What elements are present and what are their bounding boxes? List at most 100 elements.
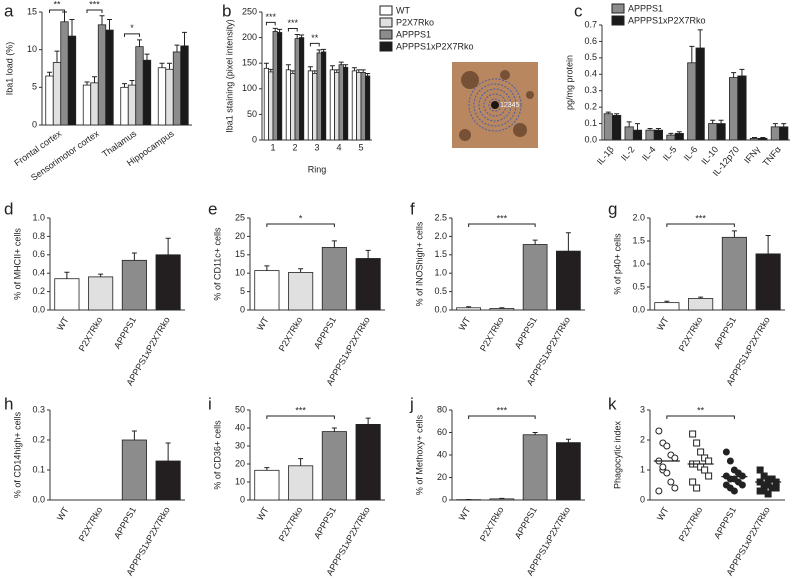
panel: g % of p40+ cells 0.0 0.5 1.0 1.5 2.0 WT P2X7Rko… [608,199,785,387]
error-bar [765,234,771,254]
legend-swatch [611,15,625,26]
y-axis-label: % of iNOShigh+ cells [414,221,424,306]
significance-label: * [299,213,303,223]
data-point [705,457,713,465]
y-tick-label: 30 [235,440,245,450]
error-bar [99,15,105,25]
bar [155,254,181,311]
x-tick-label: WT [655,505,671,523]
panel-letter: a [4,1,14,20]
data-point [738,481,746,489]
x-tick-label: APPPS1 [513,315,539,350]
y-tick-label: 250 [242,6,257,16]
bar [624,126,634,141]
legend-swatch [379,29,393,40]
y-axis-label: % of CD36+ cells [212,420,222,490]
y-tick-label: 1.0 [32,212,45,222]
significance-bracket [468,415,536,419]
bar [90,82,99,126]
y-tick-label: 0.2 [584,102,597,112]
significance-bracket [309,42,320,47]
data-point [693,484,701,492]
error-bar [294,34,300,39]
significance-bracket [266,223,335,227]
bar [334,72,340,141]
error-bar [307,66,313,71]
y-tick-label: 1.0 [434,268,447,278]
y-tick-label: 0.4 [584,69,597,79]
panel-letter: j [409,394,414,413]
error-bar [174,44,180,52]
x-tick-label: APPPS1 [312,315,338,350]
error-bar [312,70,318,74]
x-tick-label: WT [457,315,473,333]
y-tick-label: 0.8 [32,231,45,241]
bar [329,69,336,141]
x-tick-label: WT [55,505,71,523]
bar [180,45,189,126]
error-bar [532,239,538,245]
x-tick-label: APPPS1 [712,505,738,540]
y-tick-label: 50 [247,109,257,119]
x-tick-label: 1 [270,142,275,152]
y-tick-label: 10 [235,268,245,278]
error-bar [272,27,278,32]
y-tick-label: 100 [242,83,257,93]
error-bar [298,458,304,466]
y-tick-label: 1.5 [434,249,447,259]
error-bar [664,300,670,303]
inset-image: 12345 [452,62,538,148]
error-bar [182,31,187,46]
y-tick-label: 0 [32,119,37,129]
legend-swatch [379,41,393,52]
bar [288,465,314,501]
x-tick-label: APPPS1 [312,505,338,540]
bar [157,67,167,126]
y-tick-label: 2 [640,434,645,444]
x-tick-label: IL-1β [595,144,616,166]
y-tick-label: 40 [235,422,245,432]
data-point [671,454,679,462]
error-bar [62,11,67,22]
y-tick-label: 1 [640,464,645,474]
y-tick-label: 0.3 [32,404,45,414]
bar [254,469,280,501]
x-tick-label: APPPS1 [513,505,539,540]
bar [338,64,344,141]
bar [737,75,747,141]
error-bar [321,48,327,52]
data-point [701,466,709,474]
x-tick-label: P2X7Rko [77,505,105,543]
data-point [663,442,671,450]
x-tick-label: IL-5 [661,144,679,162]
y-axis-label: pg/mg protein [564,55,574,110]
significance-label: ** [697,405,705,415]
y-axis-label: Iba1 load (%) [4,42,14,96]
x-tick-label: P2X7Rko [77,315,105,353]
error-bar [499,497,505,499]
y-tick-label: 0.0 [632,304,645,314]
data-point [756,466,764,474]
error-bar [64,271,70,279]
panel-letter: d [4,199,13,218]
panel: i% of CD36+ cells 0 10 20 30 40 50 WT P2X7Rko APP… [208,394,385,577]
error-bar [129,80,135,86]
bar [708,123,718,141]
y-tick-label: 2.0 [632,212,645,222]
panel: c pg/mg protein 0.0 0.1 0.2 0.3 0.4 0.5 0.6 0.7 IL… [564,1,790,178]
inset-ring [468,78,522,132]
y-axis-label: % of Methoxy+ cells [414,414,424,495]
inset-speck [513,123,527,137]
x-tick-label: P2X7Rko [277,315,305,353]
y-tick-label: 0.4 [32,268,45,278]
data-point [655,487,663,495]
y-tick-label: 0.0 [434,304,447,314]
y-axis-label: % of p40+ cells [612,233,622,295]
y-tick-label: 0 [442,494,447,504]
inset-ring [488,98,502,112]
bar [288,272,314,311]
error-bar [532,432,538,435]
y-tick-label: 80 [437,404,447,414]
